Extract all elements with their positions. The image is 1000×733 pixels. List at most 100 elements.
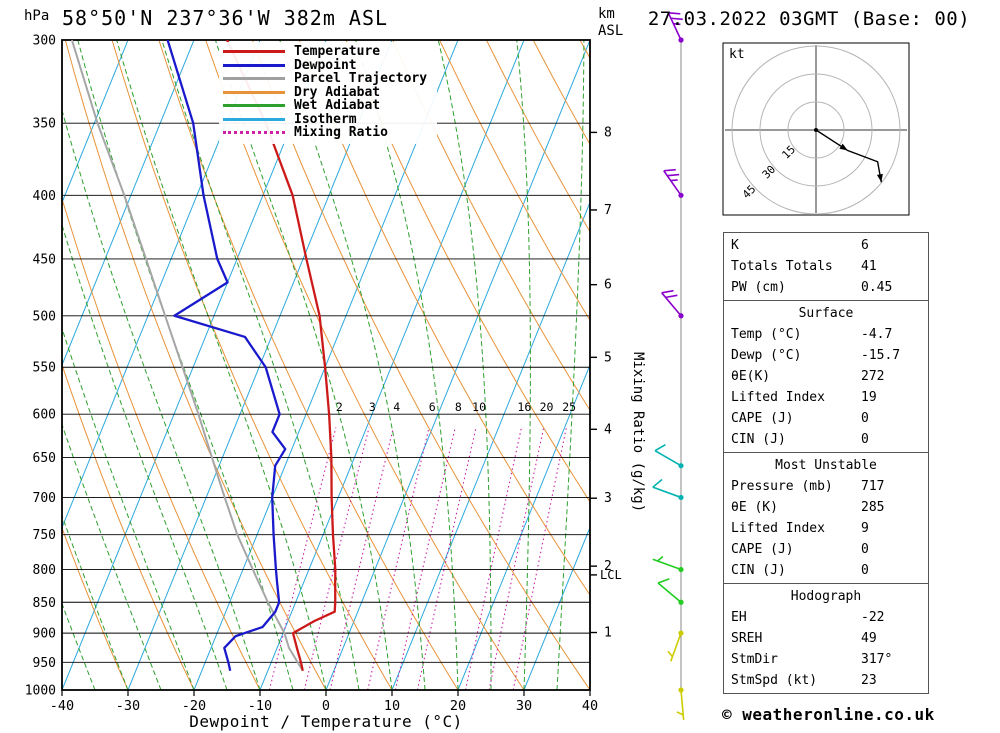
legend-item: Mixing Ratio: [223, 126, 427, 140]
mixing-ratio-value-label: 16: [517, 400, 531, 414]
hodograph-ring: [731, 45, 901, 214]
lcl-label: LCL: [600, 568, 622, 582]
indices-table-row-value: 9: [861, 521, 869, 536]
wet-adiabat-line: [556, 40, 585, 690]
dry-adiabat-line: [439, 40, 590, 322]
pressure-tick-label: 400: [33, 189, 56, 204]
wind-barb-half-feather: [670, 179, 678, 182]
wet-adiabat-line: [62, 326, 195, 690]
legend-line-sample: [223, 104, 285, 108]
wet-adiabat-line: [437, 40, 492, 690]
legend-item: Temperature: [223, 45, 427, 59]
indices-table-row-value: 717: [861, 479, 885, 494]
wind-barb-feather: [657, 578, 670, 584]
wind-barb-staff: [669, 632, 682, 662]
wind-barb-station-dot: [678, 494, 684, 501]
pressure-tick-label: 550: [33, 361, 56, 376]
indices-table-section: Hodograph EH -22 SREH 49 StmDir 317° StmSpd (kt…: [723, 583, 929, 694]
wind-barb-staff: [657, 582, 682, 603]
wet-adiabat-line: [62, 514, 129, 690]
mixing-ratio-value-label: 8: [455, 400, 462, 414]
dry-adiabat-line: [62, 526, 129, 690]
mixing-ratio-line: [488, 427, 545, 690]
wind-barb-feather: [665, 294, 678, 299]
indices-table-row-label: Temp (°C): [731, 327, 802, 342]
legend-item-label: Temperature: [294, 44, 381, 60]
pressure-tick-label: 900: [33, 627, 56, 642]
x-tick-label: 20: [450, 698, 466, 714]
km-tick-label: 3: [604, 491, 612, 506]
indices-table-section: Most Unstable Pressure (mb) 717 θE (K) 285 Li…: [723, 452, 929, 584]
mixing-ratio-line: [512, 427, 567, 690]
indices-table-row-label: Totals Totals: [731, 259, 833, 274]
indices-table-row: CAPE (J) 0: [724, 539, 928, 560]
mixing-ratio-line: [329, 427, 394, 690]
indices-table-row-value: 6: [861, 238, 869, 253]
pressure-tick-label: 800: [33, 563, 56, 578]
indices-table-row: Totals Totals 41: [724, 256, 928, 277]
wind-barb-half-feather: [673, 22, 681, 26]
indices-table-section: K 6 Totals Totals 41 PW (cm) 0.45: [723, 232, 929, 301]
pressure-tick-label: 600: [33, 408, 56, 423]
isotherm-line: [62, 40, 327, 690]
indices-table-row: θE (K) 285: [724, 497, 928, 518]
indices-table-row-label: CIN (J): [731, 432, 786, 447]
isotherm-line: [457, 363, 590, 690]
km-tick-label: 8: [604, 125, 612, 140]
mixing-ratio-axis-title: Mixing Ratio (g/kg): [630, 352, 646, 513]
indices-table-row: CIN (J) 0: [724, 560, 928, 581]
indices-table-row-value: 41: [861, 259, 877, 274]
legend: Temperature Dewpoint Parcel Trajectory Dry …: [219, 42, 438, 144]
altitude-axis-asl-label: ASL: [598, 23, 624, 39]
indices-table-row-value: 0.45: [861, 280, 893, 295]
indices-table: K 6 Totals Totals 41 PW (cm) 0.45 Surface Temp …: [723, 232, 929, 694]
x-tick-label: 30: [516, 698, 532, 714]
indices-table-row: CAPE (J) 0: [724, 408, 928, 429]
mixing-ratio-value-label: 6: [429, 400, 436, 414]
legend-item-label: Dry Adiabat: [294, 84, 381, 100]
pressure-tick-label: 350: [33, 117, 56, 132]
x-tick-label: -20: [182, 698, 206, 714]
copyright: © weatheronline.co.uk: [722, 705, 935, 724]
isotherm-line: [325, 40, 590, 690]
mixing-ratio-line: [268, 427, 337, 690]
dewpoint-curve: [166, 40, 287, 672]
indices-table-row-value: -22: [861, 610, 885, 625]
wind-barb-half-feather: [667, 650, 674, 658]
pressure-tick-label: 450: [33, 252, 56, 267]
legend-item: Isotherm: [223, 113, 427, 127]
indices-table-section-title: Surface: [798, 306, 854, 321]
legend-line-sample: [223, 117, 285, 121]
indices-table-row-label: StmDir: [731, 652, 778, 667]
indices-table-row: Lifted Index 19: [724, 387, 928, 408]
temperature-curve: [225, 40, 337, 672]
hodograph-origin-dot: [814, 128, 818, 132]
indices-table-row-label: PW (cm): [731, 280, 786, 295]
indices-table-row-label: CIN (J): [731, 563, 786, 578]
indices-table-row-label: Lifted Index: [731, 390, 825, 405]
legend-item-label: Dewpoint: [294, 57, 357, 73]
isotherm-line: [62, 40, 261, 529]
wind-barb-feather: [668, 12, 681, 15]
mixing-ratio-value-label: 20: [540, 400, 554, 414]
indices-table-row-value: 285: [861, 500, 885, 515]
km-tick-label: 7: [604, 203, 612, 218]
mixing-ratio-value-label: 2: [336, 400, 343, 414]
wind-barb-feather: [663, 168, 676, 172]
indices-table-row: Lifted Index 9: [724, 518, 928, 539]
legend-line-sample: [223, 77, 285, 81]
dry-adiabat-line: [485, 40, 590, 233]
wet-adiabat-line: [0, 40, 29, 690]
km-tick-label: 4: [604, 422, 612, 437]
hodograph-ring: [759, 73, 873, 187]
legend-item-label: Parcel Trajectory: [294, 71, 428, 87]
wind-barb-station-dot: [678, 37, 684, 43]
wind-barb-feather: [652, 478, 663, 488]
wind-barb-staff: [652, 486, 682, 499]
indices-table-row-value: 317°: [861, 652, 893, 667]
wind-barb-staff: [680, 689, 685, 720]
wind-barb-feather: [654, 443, 666, 452]
indices-table-row-label: K: [731, 238, 739, 253]
indices-table-row: PW (cm) 0.45: [724, 277, 928, 298]
